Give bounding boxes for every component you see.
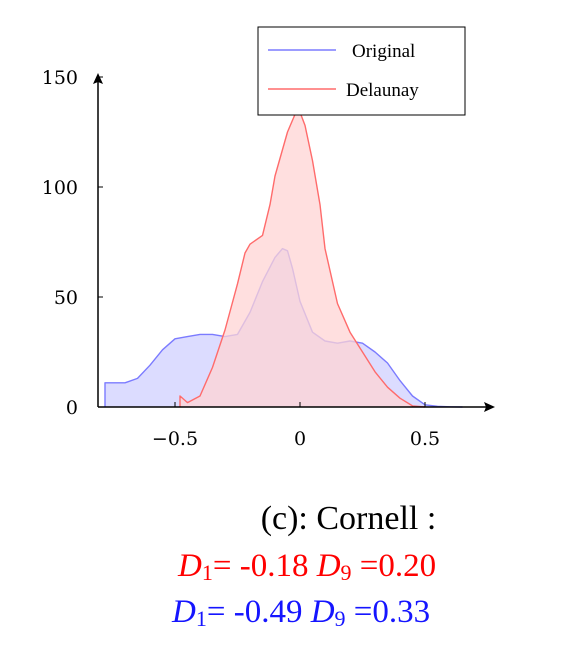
red-d1-symbol: D xyxy=(178,548,202,584)
caption-blue-line: D1= -0.49 D9 =0.33 xyxy=(172,594,430,632)
ticks: −0.5 0 0.5 0 50 100 150 xyxy=(42,67,440,450)
series-layer xyxy=(104,111,463,408)
x-tick-label: 0 xyxy=(294,428,306,450)
y-tick-label: 0 xyxy=(66,397,78,419)
legend: Original Delaunay xyxy=(257,26,466,116)
axes xyxy=(93,73,495,412)
caption-red-line: D1= -0.18 D9 =0.20 xyxy=(178,548,436,586)
y-tick-label: 150 xyxy=(42,67,78,89)
legend-label-delaunay: Delaunay xyxy=(346,80,419,101)
legend-box xyxy=(257,26,466,116)
red-d9-subscript: 9 xyxy=(340,560,352,585)
red-d9-value: =0.20 xyxy=(359,548,437,584)
y-tick-label: 100 xyxy=(42,177,78,199)
series-delaunay xyxy=(179,111,426,408)
x-axis-arrow xyxy=(484,402,495,412)
blue-d1-subscript: 1 xyxy=(195,606,207,631)
legend-label-original: Original xyxy=(352,41,415,62)
blue-d9-value: =0.33 xyxy=(353,594,431,630)
red-d1-value: = -0.18 xyxy=(212,548,309,584)
blue-d1-value: = -0.49 xyxy=(206,594,303,630)
red-d9-symbol: D xyxy=(316,548,341,584)
x-tick-label: 0.5 xyxy=(410,428,440,450)
blue-d9-symbol: D xyxy=(310,594,335,630)
y-tick-label: 50 xyxy=(54,287,78,309)
blue-d9-subscript: 9 xyxy=(334,606,346,631)
series-area-delaunay xyxy=(180,112,425,407)
caption-title: (c): Cornell : xyxy=(260,500,437,537)
density-chart: −0.5 0 0.5 0 50 100 150 Original Delaunay xyxy=(42,26,495,450)
red-d1-subscript: 1 xyxy=(201,560,213,585)
y-axis-arrow xyxy=(93,73,103,84)
x-tick-label: −0.5 xyxy=(152,428,198,450)
blue-d1-symbol: D xyxy=(172,594,196,630)
